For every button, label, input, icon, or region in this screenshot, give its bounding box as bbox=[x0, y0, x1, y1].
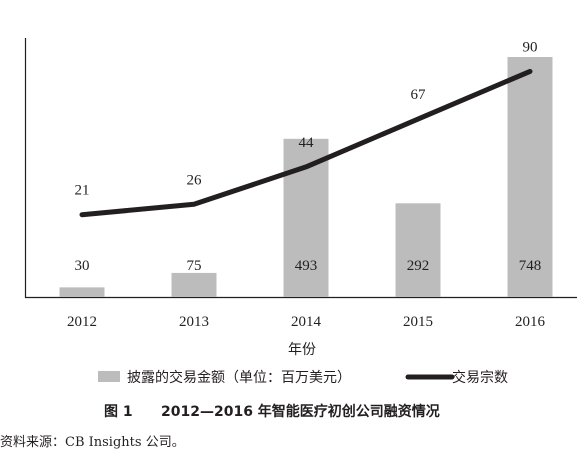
figure-caption: 2012—2016 年智能医疗初创公司融资情况 bbox=[161, 403, 440, 420]
legend-bar-swatch bbox=[98, 371, 120, 382]
line-value-label: 67 bbox=[411, 87, 427, 103]
bar-value-label: 748 bbox=[519, 258, 542, 274]
legend: 披露的交易金额（单位：百万美元） 交易宗数 bbox=[98, 369, 508, 386]
legend-bar-label: 披露的交易金额（单位：百万美元） bbox=[127, 369, 351, 386]
figure-number: 图 1 bbox=[104, 404, 133, 420]
x-tick-label: 2015 bbox=[403, 314, 433, 330]
line-value-labels: 21 26 44 67 90 bbox=[75, 39, 538, 198]
bar-series bbox=[59, 57, 553, 297]
line-value-label: 90 bbox=[523, 39, 538, 55]
x-tick-label: 2012 bbox=[67, 314, 97, 330]
x-axis-title: 年份 bbox=[288, 342, 316, 358]
x-tick-labels: 2012 2013 2014 2015 2016 bbox=[67, 314, 546, 330]
legend-line-label: 交易宗数 bbox=[452, 369, 508, 386]
bar bbox=[59, 287, 105, 297]
bar bbox=[395, 203, 441, 297]
bar-value-label: 75 bbox=[187, 258, 202, 274]
bar bbox=[171, 272, 217, 297]
bar-value-label: 493 bbox=[295, 258, 318, 274]
bar-value-label: 292 bbox=[407, 258, 430, 274]
line-value-label: 44 bbox=[299, 135, 315, 151]
x-tick-label: 2014 bbox=[291, 314, 322, 330]
deal-count-line bbox=[79, 68, 533, 218]
line-value-label: 21 bbox=[75, 183, 90, 199]
x-tick-label: 2016 bbox=[515, 314, 546, 330]
bar-value-label: 30 bbox=[75, 258, 90, 274]
bar bbox=[507, 57, 553, 297]
line-value-label: 26 bbox=[187, 172, 203, 188]
bar-value-labels: 30 75 493 292 748 bbox=[75, 258, 542, 274]
x-tick-label: 2013 bbox=[179, 314, 209, 330]
source-note: 资料来源：CB Insights 公司。 bbox=[0, 435, 185, 450]
